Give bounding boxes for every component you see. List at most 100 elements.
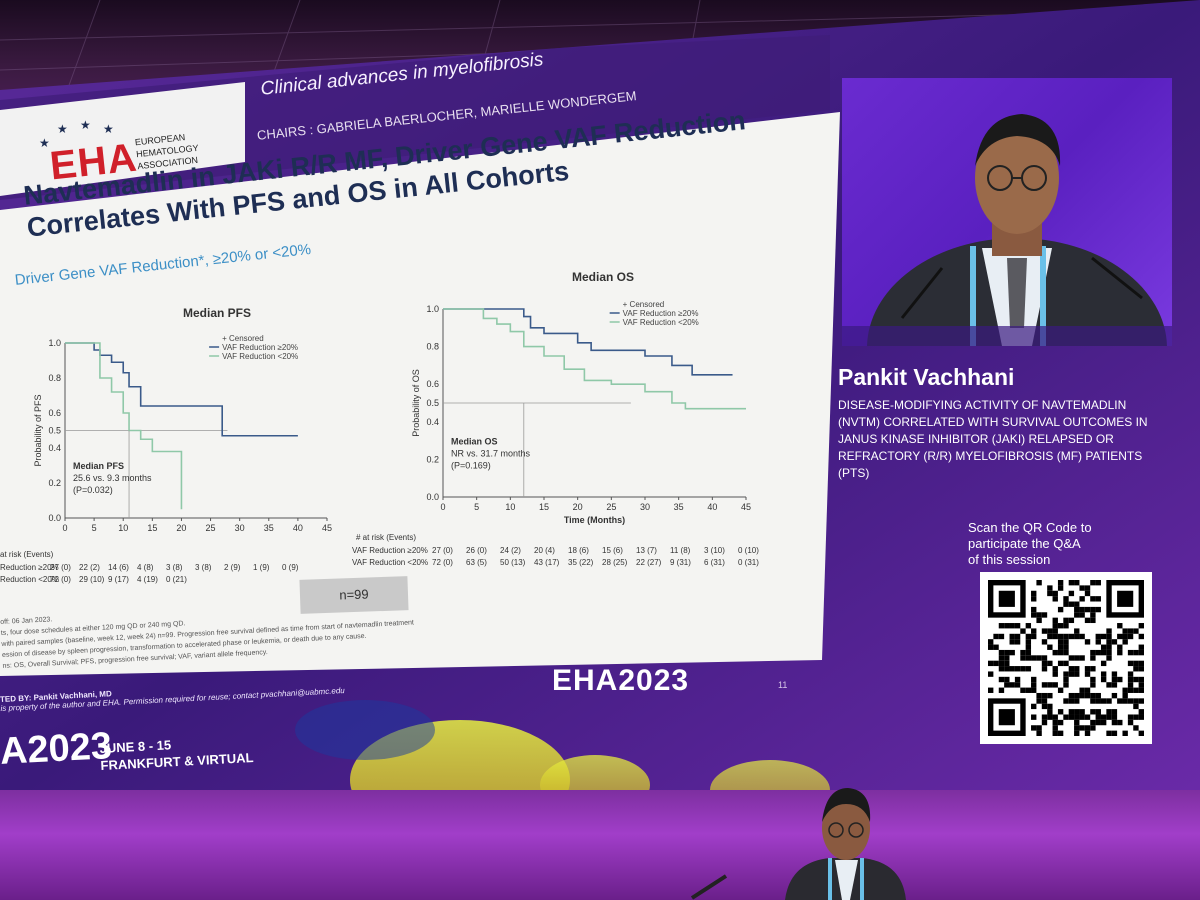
qr-module — [1009, 633, 1015, 640]
qr-module — [1079, 709, 1085, 715]
qr-module — [1031, 606, 1037, 613]
eha-stars-icon: ★ ★ ★ ★ — [39, 118, 114, 150]
os-x-tick-label: 15 — [539, 502, 549, 512]
qr-module — [1090, 666, 1096, 672]
os-x-tick-label: 35 — [674, 502, 684, 512]
qr-module — [1079, 596, 1085, 602]
qr-module — [1068, 633, 1075, 640]
os-km-chart: 0 5 10 15 20 25 30 35 40 45 0.0 0.2 0.4 0.5 0.6 0.8 1.0 T… — [411, 300, 751, 525]
os-x-tick-label: 5 — [474, 502, 479, 512]
qr-module — [1122, 730, 1128, 736]
qr-module — [1041, 698, 1048, 704]
qr-module — [1041, 719, 1048, 726]
qr-module — [1031, 703, 1037, 710]
qr-module — [1063, 714, 1069, 720]
microphone-icon — [690, 874, 728, 900]
qr-module — [1074, 601, 1080, 607]
qr-module — [1133, 649, 1139, 656]
qr-module — [1095, 639, 1101, 645]
qr-module — [1009, 649, 1015, 656]
qr-module — [1084, 606, 1091, 613]
qr-module — [1020, 687, 1026, 693]
os-risk-cell: 6 (31) — [704, 558, 725, 567]
qr-module — [1041, 692, 1048, 699]
svg-text:★: ★ — [80, 118, 91, 132]
os-risk-cell: 11 (8) — [670, 546, 691, 555]
os-risk-cell: 9 (31) — [670, 558, 691, 567]
qr-module — [1047, 585, 1053, 591]
qr-module — [998, 649, 1005, 656]
qr-module — [1068, 666, 1075, 672]
qr-module — [1052, 633, 1058, 640]
qr-module — [1047, 692, 1053, 699]
qr-module — [1057, 660, 1064, 667]
qr-module — [1090, 676, 1096, 683]
os-legend-item: VAF Reduction ≥20% — [623, 309, 699, 318]
qr-module — [1079, 692, 1085, 699]
pfs-at-risk-header: at risk (Events) — [0, 550, 54, 559]
qr-module — [1084, 687, 1091, 693]
qr-module — [1031, 714, 1037, 720]
qr-module — [1111, 692, 1118, 699]
os-y-tick-label: 0.4 — [426, 417, 439, 427]
qr-module — [1100, 698, 1107, 704]
qr-module — [1084, 639, 1091, 645]
qr-module — [988, 639, 994, 645]
qr-module — [1095, 692, 1101, 699]
qr-module — [1074, 666, 1080, 672]
qr-module — [1074, 730, 1080, 736]
qr-module — [1047, 714, 1053, 720]
qr-module — [1063, 682, 1069, 688]
os-risk-cell: 22 (27) — [636, 558, 662, 567]
qr-module — [988, 644, 994, 650]
qr-finder-core — [1117, 590, 1134, 607]
os-x-axis-label: Time (Months) — [564, 515, 625, 525]
qr-module — [1004, 655, 1010, 661]
pfs-y-tick-label: 0.4 — [48, 443, 61, 453]
qr-module — [1041, 660, 1048, 667]
qr-module — [1068, 709, 1075, 715]
pfs-y-tick-label: 0.2 — [48, 478, 61, 488]
qr-module — [1041, 714, 1048, 720]
os-risk-cell: 50 (13) — [500, 558, 526, 567]
qr-instructions: Scan the QR Code to participate the Q&A … — [968, 520, 1092, 567]
talk-title: DISEASE-MODIFYING ACTIVITY OF NAVTEMADLI… — [838, 398, 1148, 480]
qr-module — [1063, 601, 1069, 607]
qr-module — [1090, 692, 1096, 699]
qr-module — [1052, 623, 1058, 629]
os-x-tick-label: 20 — [573, 502, 583, 512]
qr-module — [1031, 687, 1037, 693]
os-x-tick-label: 30 — [640, 502, 650, 512]
qr-module — [1020, 649, 1026, 656]
qr-module — [1079, 585, 1085, 591]
qr-module — [988, 687, 994, 693]
os-risk-cell: 63 (5) — [466, 558, 487, 567]
pfs-annotation-pvalue: (P=0.032) — [73, 485, 113, 495]
qr-module — [1063, 660, 1069, 667]
os-y-axis-label: Probability of OS — [411, 369, 421, 437]
qr-module — [1138, 682, 1144, 688]
qr-module — [1111, 671, 1118, 677]
os-risk-cell: 20 (4) — [534, 546, 555, 555]
qr-module — [1090, 719, 1096, 726]
pfs-series-2-line — [65, 342, 183, 510]
pfs-series-1-line — [65, 342, 298, 437]
qr-module — [1047, 660, 1053, 667]
qr-module — [1084, 730, 1091, 736]
qr-module — [1106, 644, 1112, 650]
pfs-annotation-title: Median PFS — [73, 461, 124, 471]
qr-module — [1063, 596, 1069, 602]
qr-module — [1079, 606, 1085, 613]
os-x-tick-label: 0 — [440, 502, 445, 512]
qr-module — [1095, 719, 1101, 726]
pfs-risk-cell: 2 (9) — [224, 563, 241, 572]
qr-code[interactable] — [980, 572, 1152, 744]
qr-module — [1127, 719, 1134, 726]
qr-module — [1025, 633, 1032, 640]
qr-module — [1138, 644, 1144, 650]
qr-module — [1052, 666, 1058, 672]
qr-module — [1057, 730, 1064, 736]
qr-module — [1031, 633, 1037, 640]
os-risk-cell: 27 (0) — [432, 546, 453, 555]
pfs-risk-cell: 4 (8) — [137, 563, 154, 572]
